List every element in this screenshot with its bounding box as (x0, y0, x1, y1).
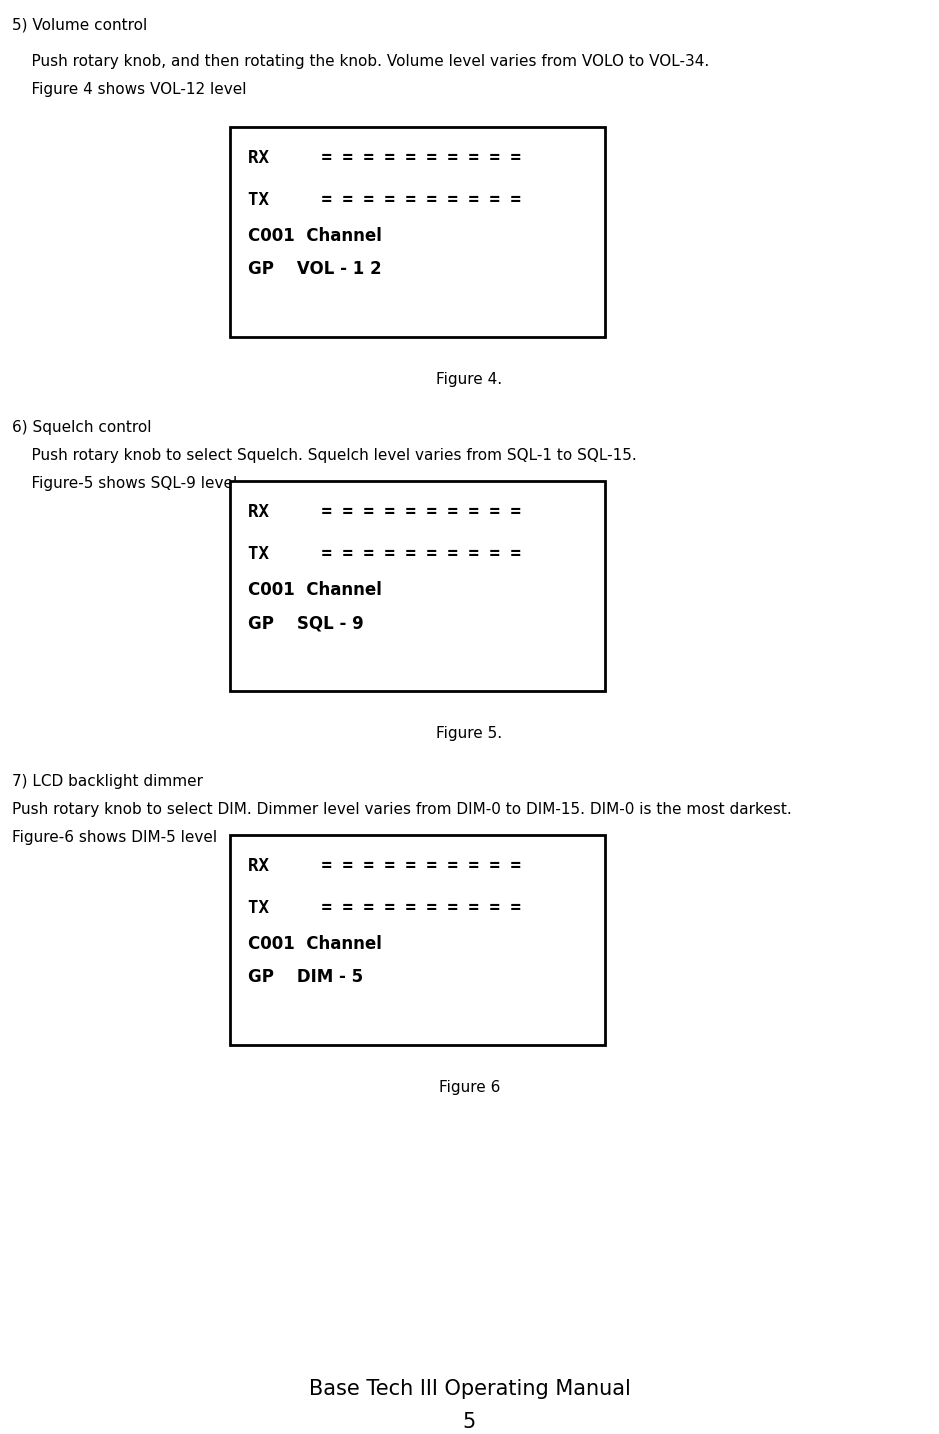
Text: 7) LCD backlight dimmer: 7) LCD backlight dimmer (12, 774, 203, 789)
Text: RX     = = = = = = = = = =: RX = = = = = = = = = = (248, 149, 521, 166)
Text: Push rotary knob to select Squelch. Squelch level varies from SQL-1 to SQL-15.: Push rotary knob to select Squelch. Sque… (12, 447, 637, 463)
Text: GP    DIM - 5: GP DIM - 5 (248, 968, 363, 987)
Text: Figure 6: Figure 6 (439, 1080, 500, 1096)
Text: RX     = = = = = = = = = =: RX = = = = = = = = = = (248, 858, 521, 875)
Text: GP    SQL - 9: GP SQL - 9 (248, 614, 363, 632)
Text: Figure 4 shows VOL-12 level: Figure 4 shows VOL-12 level (12, 82, 247, 98)
Text: Figure-5 shows SQL-9 level: Figure-5 shows SQL-9 level (12, 476, 238, 490)
Text: C001  Channel: C001 Channel (248, 227, 382, 245)
FancyBboxPatch shape (230, 835, 605, 1045)
Text: TX     = = = = = = = = = =: TX = = = = = = = = = = (248, 899, 521, 916)
Text: Push rotary knob to select DIM. Dimmer level varies from DIM-0 to DIM-15. DIM-0 : Push rotary knob to select DIM. Dimmer l… (12, 802, 792, 817)
Text: 5: 5 (463, 1412, 476, 1433)
Text: GP    VOL - 1 2: GP VOL - 1 2 (248, 261, 381, 278)
Text: 5) Volume control: 5) Volume control (12, 19, 147, 33)
Text: Figure 5.: Figure 5. (437, 726, 502, 741)
Text: Push rotary knob, and then rotating the knob. Volume level varies from VOLO to V: Push rotary knob, and then rotating the … (12, 54, 709, 69)
Text: Base Tech III Operating Manual: Base Tech III Operating Manual (309, 1380, 630, 1400)
Text: C001  Channel: C001 Channel (248, 581, 382, 599)
FancyBboxPatch shape (230, 128, 605, 337)
Text: TX     = = = = = = = = = =: TX = = = = = = = = = = (248, 191, 521, 209)
Text: RX     = = = = = = = = = =: RX = = = = = = = = = = (248, 503, 521, 521)
Text: Figure 4.: Figure 4. (437, 371, 502, 387)
Text: 6) Squelch control: 6) Squelch control (12, 420, 151, 435)
Text: C001  Channel: C001 Channel (248, 935, 382, 952)
Text: TX     = = = = = = = = = =: TX = = = = = = = = = = (248, 545, 521, 564)
FancyBboxPatch shape (230, 480, 605, 691)
Text: Figure-6 shows DIM-5 level: Figure-6 shows DIM-5 level (12, 830, 217, 845)
